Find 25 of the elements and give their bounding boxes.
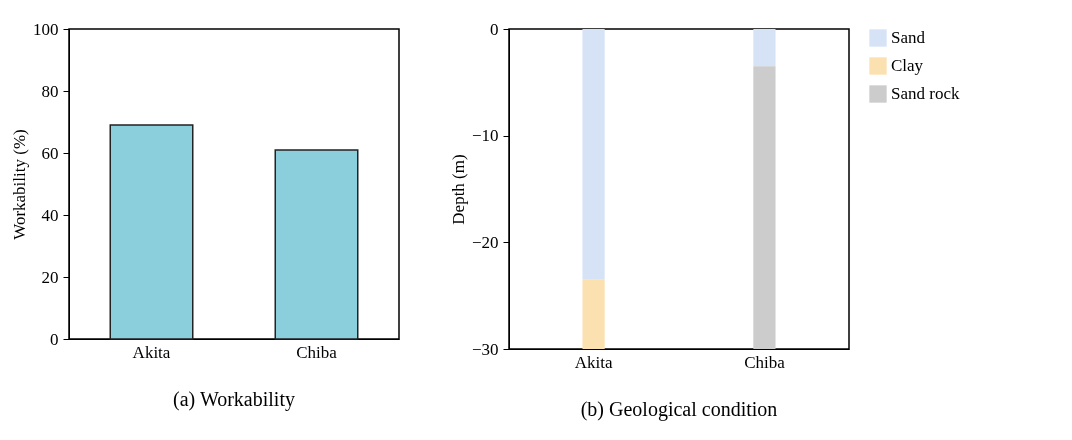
bar — [582, 29, 605, 280]
x-tick-label: Chiba — [296, 342, 338, 362]
y-tick-label: 0 — [490, 19, 499, 39]
bar — [582, 279, 605, 349]
x-tick-label: Akita — [132, 342, 171, 362]
y-tick-label: 80 — [41, 81, 59, 101]
y-tick-label: 100 — [33, 19, 59, 39]
y-axis-title: Depth (m) — [448, 154, 468, 225]
y-tick-label: 0 — [50, 329, 59, 349]
text: (b) Geological condition — [580, 398, 778, 421]
y-tick-label: 40 — [41, 205, 59, 225]
bar — [753, 66, 776, 349]
x-tick-label: Chiba — [744, 352, 786, 372]
y-tick-label: 20 — [41, 267, 59, 287]
text: (a) Workability — [173, 388, 295, 411]
legend-label: Sand rock — [891, 84, 960, 103]
y-tick-label: −30 — [471, 339, 499, 359]
legend-label: Sand — [891, 28, 926, 47]
y-tick-label: 60 — [41, 143, 59, 163]
y-axis-title: Workability (%) — [10, 129, 29, 240]
legend-label: Clay — [891, 56, 924, 75]
x-tick-label: Akita — [574, 352, 613, 372]
y-tick-label: −20 — [471, 232, 499, 252]
bar — [753, 29, 776, 67]
y-tick-label: −10 — [471, 126, 499, 146]
